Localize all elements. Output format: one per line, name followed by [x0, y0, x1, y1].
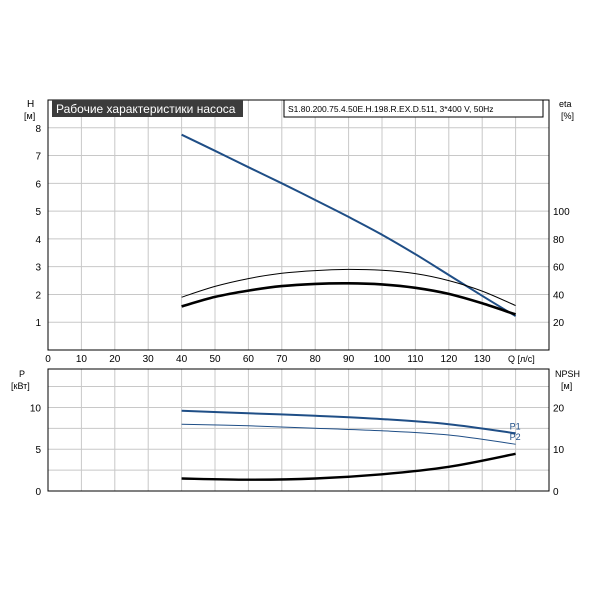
h-tick-label: 4 [35, 235, 41, 246]
bottom-curve-0 [181, 409, 516, 435]
bottom-plot-frame [47, 368, 550, 492]
h-tick-label: 1 [35, 318, 41, 329]
npsh-axis-unit: [м] [561, 381, 572, 391]
eta-tick-label: 20 [553, 318, 565, 329]
eta-tick-label: 80 [553, 235, 565, 246]
npsh-tick-label: 20 [553, 403, 565, 414]
h-axis-unit: [м] [24, 111, 35, 121]
x-tick-label: 30 [143, 354, 155, 365]
npsh-axis-label: NPSH [555, 369, 580, 379]
eta-tick-label: 100 [553, 207, 570, 218]
top-plot-frame [47, 99, 550, 351]
x-tick-label: 120 [440, 354, 457, 365]
x-tick-label: 80 [310, 354, 322, 365]
bottom-curve-1 [181, 423, 516, 445]
eta-axis-unit: [%] [561, 111, 574, 121]
bottom-grid [48, 369, 549, 491]
x-tick-label: 70 [276, 354, 288, 365]
tick-labels: 0 10 20 30 40 50 60 70 80 90 100 110 120 130123456782… [30, 124, 570, 498]
x-tick-label: 50 [209, 354, 221, 365]
model-box [283, 99, 544, 118]
series-label-p2: P2 [510, 432, 521, 442]
eta-tick-label: 60 [553, 263, 565, 274]
series-label-p1: P1 [510, 421, 521, 431]
x-tick-label: 100 [374, 354, 391, 365]
pump-model: S1.80.200.75.4.50E.H.198.R.EX.D.511, 3*4… [288, 104, 494, 114]
top-curve-1 [181, 268, 516, 307]
p-axis-unit: [кВт] [11, 381, 30, 391]
p-tick-label: 0 [35, 487, 41, 498]
h-tick-label: 3 [35, 263, 41, 274]
x-tick-label: 90 [343, 354, 355, 365]
eta-axis-label: eta [559, 99, 572, 109]
p-tick-label: 10 [30, 403, 42, 414]
x-tick-label: 130 [474, 354, 491, 365]
h-tick-label: 7 [35, 152, 41, 163]
title-box [52, 100, 243, 117]
eta-tick-label: 40 [553, 290, 565, 301]
x-tick-label: 20 [109, 354, 121, 365]
x-tick-label: 0 [45, 354, 51, 365]
bottom-curve-2 [181, 452, 516, 481]
h-tick-label: 6 [35, 179, 41, 190]
h-tick-label: 8 [35, 124, 41, 135]
x-tick-label: 110 [407, 354, 423, 365]
x-tick-label: 40 [176, 354, 188, 365]
top-curve-0 [181, 133, 517, 317]
q-axis-label: Q [л/с] [508, 354, 535, 364]
x-tick-label: 60 [243, 354, 255, 365]
top-grid [48, 100, 549, 350]
h-tick-label: 5 [35, 207, 41, 218]
p-tick-label: 5 [35, 445, 41, 456]
npsh-tick-label: 0 [553, 487, 559, 498]
curves [181, 133, 517, 481]
h-axis-label: H [27, 99, 34, 110]
npsh-tick-label: 10 [553, 445, 565, 456]
h-tick-label: 2 [35, 290, 41, 301]
top-curve-2 [181, 281, 516, 316]
x-tick-label: 10 [76, 354, 88, 365]
p-axis-label: P [19, 369, 25, 379]
chart-title: Рабочие характеристики насоса [56, 102, 236, 116]
